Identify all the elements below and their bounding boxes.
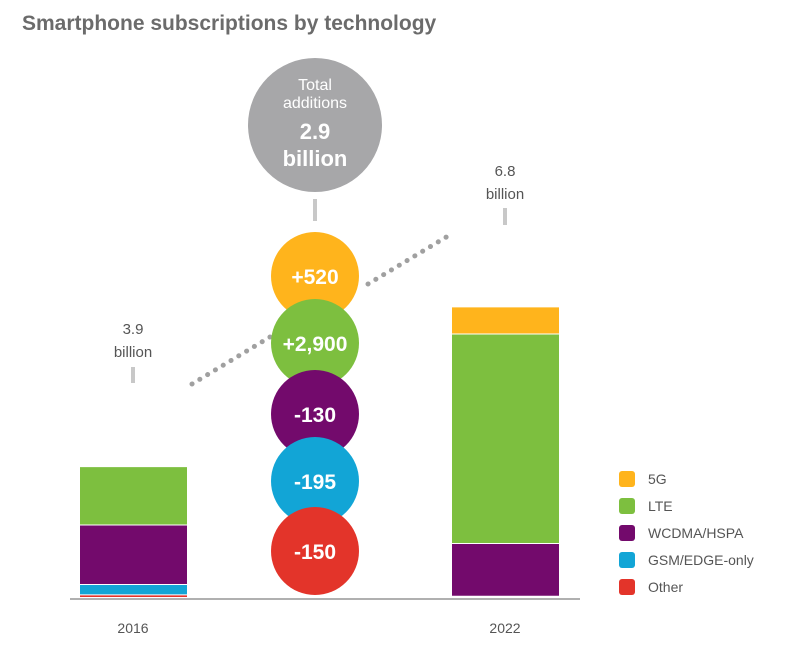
legend: 5G LTE WCDMA/HSPA GSM/EDGE-only Other <box>619 471 754 595</box>
x-tick-2022: 2022 <box>489 620 520 636</box>
bar-2016-gsm-edge-only <box>80 584 187 595</box>
total-2022-unit: billion <box>486 186 524 203</box>
total-additions-value: 2.9 <box>300 119 331 144</box>
bar-2022-lte <box>452 333 559 544</box>
legend-label-gsm-edge: GSM/EDGE-only <box>648 552 754 568</box>
legend-label-wcdma-hspa: WCDMA/HSPA <box>648 525 744 541</box>
total-additions-line2: additions <box>283 95 347 112</box>
change-bubble-wcdma-hspa <box>271 370 359 458</box>
total-2016-value: 3.9 <box>123 321 144 338</box>
chart-title: Smartphone subscriptions by technology <box>22 12 437 35</box>
connector-left <box>189 334 273 387</box>
change-bubble-5g <box>271 232 359 320</box>
bars-group <box>80 306 559 597</box>
legend-swatch-gsm-edge <box>619 552 635 568</box>
legend-swatch-other <box>619 579 635 595</box>
legend-label-other: Other <box>648 579 683 595</box>
change-label-5g: +520 <box>291 266 338 289</box>
change-label-lte: +2,900 <box>283 333 348 356</box>
x-tick-2016: 2016 <box>117 620 148 636</box>
legend-swatch-lte <box>619 498 635 514</box>
bar-2016-wcdma-hspa <box>80 525 187 585</box>
connector-right <box>365 233 451 287</box>
total-additions-unit: billion <box>283 146 348 171</box>
bar-2022-wcdma-hspa <box>452 543 559 597</box>
total-2022-value: 6.8 <box>495 163 516 180</box>
change-bubble-gsm-edge <box>271 437 359 525</box>
legend-label-lte: LTE <box>648 498 673 514</box>
change-label-other: -150 <box>294 541 336 564</box>
legend-swatch-wcdma-hspa <box>619 525 635 541</box>
legend-swatch-5g <box>619 471 635 487</box>
change-label-wcdma-hspa: -130 <box>294 404 336 427</box>
change-label-gsm-edge: -195 <box>294 471 336 494</box>
bar-2016-lte <box>80 466 187 526</box>
total-2016-unit: billion <box>114 344 152 361</box>
legend-label-5g: 5G <box>648 471 667 487</box>
total-additions-line1: Total <box>298 77 332 94</box>
bar-2022-5g <box>452 306 559 334</box>
bar-2016-other <box>80 594 187 597</box>
change-bubble-other <box>271 507 359 595</box>
total-additions-bubble <box>248 58 382 192</box>
change-bubble-lte <box>271 299 359 387</box>
